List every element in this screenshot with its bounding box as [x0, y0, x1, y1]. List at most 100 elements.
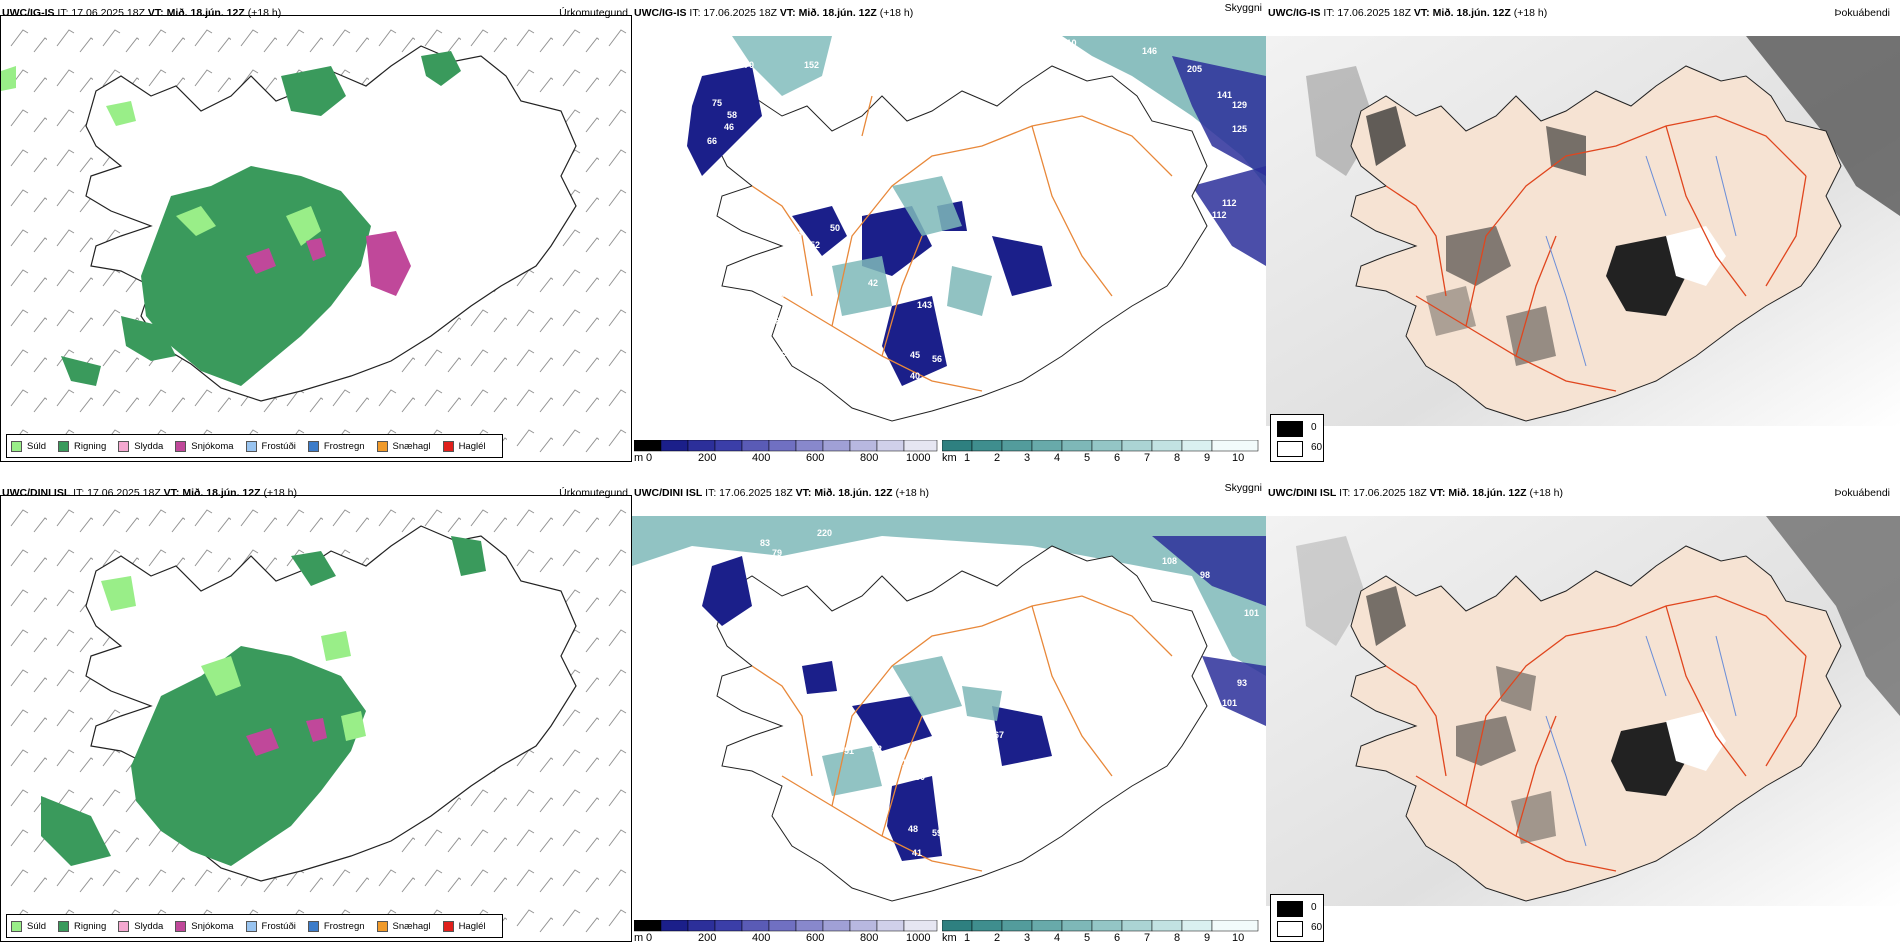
legend-item: Súld: [11, 920, 47, 932]
legend-swatch: [118, 920, 130, 932]
svg-text:31: 31: [930, 396, 940, 406]
fog-indicator-panel: UWC/DINI ISL IT: 17.06.2025 18Z VT: Mið.…: [1266, 480, 1900, 950]
visibility-colorbar-tick: 9: [1204, 932, 1211, 944]
svg-text:101: 101: [1244, 608, 1259, 618]
visibility-map: 70 152 110 146 205 141 129 125 75 58 46 …: [632, 36, 1266, 426]
cloud-colorbar-tick: 0: [646, 452, 653, 464]
visibility-map: 220 83 79 130 108 98 101 93 101 85 105 1…: [632, 516, 1266, 906]
model-name: UWC/DINI ISL: [634, 487, 703, 499]
svg-text:88: 88: [1032, 758, 1042, 768]
legend-item: Haglél: [442, 920, 486, 932]
precip-map: [0, 495, 632, 942]
panel-header: UWC/IG-IS IT: 17.06.2025 18Z VT: Mið. 18…: [634, 2, 1264, 21]
legend-label: Frostúði: [261, 920, 296, 932]
cloud-colorbar-tick: 400: [752, 452, 771, 464]
fog-legend-swatch-light: [1277, 921, 1303, 937]
cloud-colorbar-unit: m: [634, 932, 644, 944]
svg-text:59: 59: [932, 828, 942, 838]
legend-label: Slydda: [134, 440, 164, 452]
cloud-colorbar-tick: 1000: [906, 932, 931, 944]
legend-swatch: [442, 440, 454, 452]
panel-title: Þokuábendi: [1834, 487, 1890, 499]
svg-text:101: 101: [1222, 698, 1237, 708]
legend-swatch: [11, 920, 22, 932]
visibility-colorbar-tick: 7: [1144, 452, 1151, 464]
svg-text:93: 93: [980, 224, 990, 234]
panel-title: Skyggni: [1224, 482, 1262, 494]
legend-swatch: [245, 920, 257, 932]
legend-label: Súld: [27, 920, 47, 932]
svg-text:57: 57: [792, 246, 802, 256]
visibility-colorbar-tick: 4: [1054, 932, 1061, 944]
svg-text:220: 220: [817, 528, 832, 538]
roads: [1385, 115, 1807, 392]
low-cloud-areas: [702, 556, 1052, 861]
legend-item: Snæhagl: [376, 440, 431, 452]
legend-item: Snjókoma: [175, 920, 234, 932]
fog-legend-swatch-dark: [1277, 901, 1303, 917]
rain-areas: [41, 536, 486, 866]
fog-legend-label: 0: [1311, 902, 1317, 913]
legend-item: Snæhagl: [376, 920, 431, 932]
visibility-colorbar-tick: 5: [1084, 932, 1091, 944]
svg-text:42: 42: [868, 278, 878, 288]
cloud-height-labels: 220 83 79 130 108 98 101 93 101 85 105 1…: [672, 528, 1259, 883]
cloud-colorbar-tick: 600: [806, 452, 825, 464]
legend-swatch: [307, 440, 319, 452]
fog-legend-swatch-dark: [1277, 421, 1303, 437]
legend-item: Slydda: [118, 440, 164, 452]
legend-item: Súld: [11, 440, 46, 452]
svg-text:141: 141: [1217, 90, 1232, 100]
cloud-colorbar-tick: 1000: [906, 452, 931, 464]
forecast-row-1: UWC/IG-IS IT: 17.06.2025 18Z VT: Mið. 18…: [0, 0, 1900, 470]
legend-item: Rigning: [58, 920, 106, 932]
legend-label: Haglél: [458, 920, 486, 932]
visibility-colorbar-tick: 1: [964, 452, 971, 464]
svg-text:66: 66: [999, 312, 1009, 322]
legend-label: Frostregn: [323, 920, 365, 932]
svg-text:67: 67: [994, 730, 1004, 740]
drizzle-areas: [1, 66, 321, 246]
cloud-base-colorbar: m 0 200 400 600 800 1000: [634, 440, 939, 466]
svg-text:90: 90: [792, 230, 802, 240]
legend-swatch: [245, 440, 257, 452]
fog-areas: [1366, 106, 1686, 366]
svg-text:48: 48: [908, 824, 918, 834]
valid-time: VT: Mið. 18.jún. 12Z: [779, 7, 877, 19]
cloud-colorbar-tick: 0: [646, 932, 653, 944]
lead-time: (+18 h): [879, 7, 914, 19]
panel-title: Skyggni: [1224, 2, 1262, 14]
rivers: [1545, 635, 1737, 847]
visibility-colorbar-tick: 4: [1054, 452, 1061, 464]
roads: [751, 95, 1173, 392]
legend-item: Snjókoma: [175, 440, 234, 452]
iceland-outline: [716, 545, 1208, 902]
cloud-colorbar-gradient: [634, 920, 938, 932]
legend-label: Snjókoma: [191, 440, 234, 452]
fog-legend-label: 0: [1311, 422, 1317, 433]
svg-text:35: 35: [907, 392, 917, 402]
legend-label: Haglél: [458, 440, 486, 452]
precip-type-panel: UWC/IG-IS IT: 17.06.2025 18Z VT: Mið. 18…: [0, 0, 632, 470]
legend-label: Slydda: [134, 920, 164, 932]
snow-areas: [246, 231, 411, 296]
model-name: UWC/DINI ISL: [1268, 487, 1337, 499]
visibility-colorbar-tick: 1: [964, 932, 971, 944]
visibility-colorbar-tick: 3: [1024, 452, 1031, 464]
iceland-outline: [1350, 545, 1842, 902]
rivers: [1545, 155, 1737, 367]
init-time: IT: 17.06.2025 18Z: [689, 7, 777, 19]
snow-areas: [246, 718, 327, 756]
svg-text:51: 51: [844, 746, 854, 756]
forecast-row-2: UWC/DINI ISL IT: 17.06.2025 18Z VT: Mið.…: [0, 480, 1900, 950]
init-time: IT: 17.06.2025 18Z: [1339, 487, 1427, 499]
svg-text:105: 105: [782, 674, 797, 684]
legend-swatch: [175, 440, 187, 452]
svg-text:108: 108: [1162, 556, 1177, 566]
svg-text:66: 66: [707, 136, 717, 146]
svg-text:52: 52: [810, 240, 820, 250]
visibility-colorbar-tick: 8: [1174, 452, 1181, 464]
cloud-colorbar-tick: 800: [860, 452, 879, 464]
iceland-outline: [1350, 65, 1842, 422]
svg-text:112: 112: [1222, 198, 1237, 208]
